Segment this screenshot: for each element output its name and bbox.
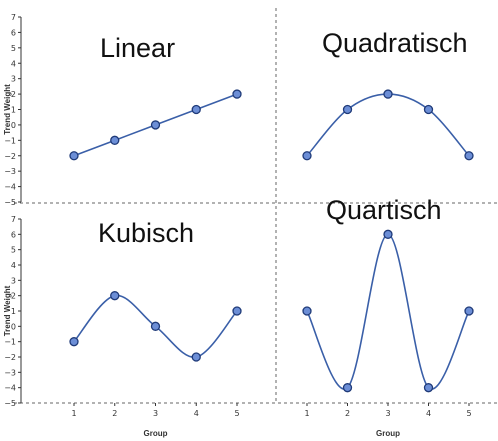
data-point <box>423 104 434 115</box>
data-point <box>191 104 201 115</box>
x-tick-label: 5 <box>466 409 471 418</box>
data-point <box>110 135 120 145</box>
x-axis-title: Group <box>376 429 400 438</box>
data-point <box>110 291 120 301</box>
y-tick-label: −5 <box>4 198 16 207</box>
series-line <box>306 233 470 390</box>
y-tick-label: −2 <box>4 152 16 161</box>
panel-title: Quartisch <box>326 195 442 225</box>
series-line <box>306 93 470 157</box>
y-tick-label: 3 <box>11 75 16 84</box>
x-tick-label: 3 <box>385 409 390 418</box>
panel-title: Quadratisch <box>322 28 468 58</box>
data-point <box>383 229 393 239</box>
panel-title: Kubisch <box>98 218 194 248</box>
y-tick-label: 6 <box>11 28 16 37</box>
y-tick-label: 5 <box>11 44 16 53</box>
y-tick-label: −5 <box>4 399 16 408</box>
data-point <box>464 306 474 316</box>
data-point <box>232 306 242 316</box>
y-tick-label: 0 <box>11 121 16 130</box>
x-tick-label: 2 <box>345 409 350 418</box>
y-tick-label: −4 <box>4 183 16 192</box>
panel-1: −5 −4 −3 −2 −1 0 1 2 3 4 5 6 7 Trend Weight Linear <box>3 13 242 207</box>
y-tick-label: 7 <box>11 215 16 224</box>
y-tick-label: 1 <box>11 307 16 316</box>
x-tick-label: 3 <box>153 409 158 418</box>
data-point <box>150 321 161 331</box>
data-point <box>423 383 434 393</box>
data-point <box>302 151 312 161</box>
y-tick-label: 2 <box>11 90 16 99</box>
y-tick-label: −3 <box>4 368 16 377</box>
y-tick-label: −2 <box>4 353 16 362</box>
data-point <box>302 306 312 316</box>
y-tick-label: 1 <box>11 106 16 115</box>
panel-title: Linear <box>100 33 175 63</box>
panel-2: Quadratisch <box>302 28 474 161</box>
data-point <box>232 89 242 99</box>
data-point <box>69 337 79 347</box>
x-tick-label: 4 <box>194 409 199 418</box>
y-tick-label: 7 <box>11 13 16 22</box>
y-tick-label: −3 <box>4 167 16 176</box>
y-tick-label: 0 <box>11 322 16 331</box>
y-tick-label: −4 <box>4 384 16 393</box>
y-tick-label: −1 <box>4 338 16 347</box>
x-tick-label: 5 <box>234 409 239 418</box>
panel-4: 1 2 3 4 5 Group Quartisch <box>302 195 474 438</box>
x-axis-title: Group <box>144 429 168 438</box>
y-tick-label: 4 <box>11 261 16 270</box>
x-tick-label: 2 <box>112 409 117 418</box>
y-tick-label: 4 <box>11 59 16 68</box>
y-tick-label: 5 <box>11 246 16 255</box>
y-tick-label: 3 <box>11 276 16 285</box>
data-point <box>342 104 353 115</box>
y-tick-label: −1 <box>4 136 16 145</box>
y-tick-label: 6 <box>11 230 16 239</box>
y-tick-label: 2 <box>11 292 16 301</box>
y-axis-title: Trend Weight <box>3 84 12 135</box>
data-point <box>191 352 201 362</box>
x-tick-label: 4 <box>426 409 431 418</box>
data-point <box>150 120 161 130</box>
y-axis-title: Trend Weight <box>3 285 12 336</box>
data-point <box>464 151 474 161</box>
x-tick-label: 1 <box>304 409 309 418</box>
data-point <box>342 383 353 393</box>
data-point <box>383 89 393 99</box>
data-point <box>69 151 79 161</box>
x-tick-label: 1 <box>71 409 76 418</box>
